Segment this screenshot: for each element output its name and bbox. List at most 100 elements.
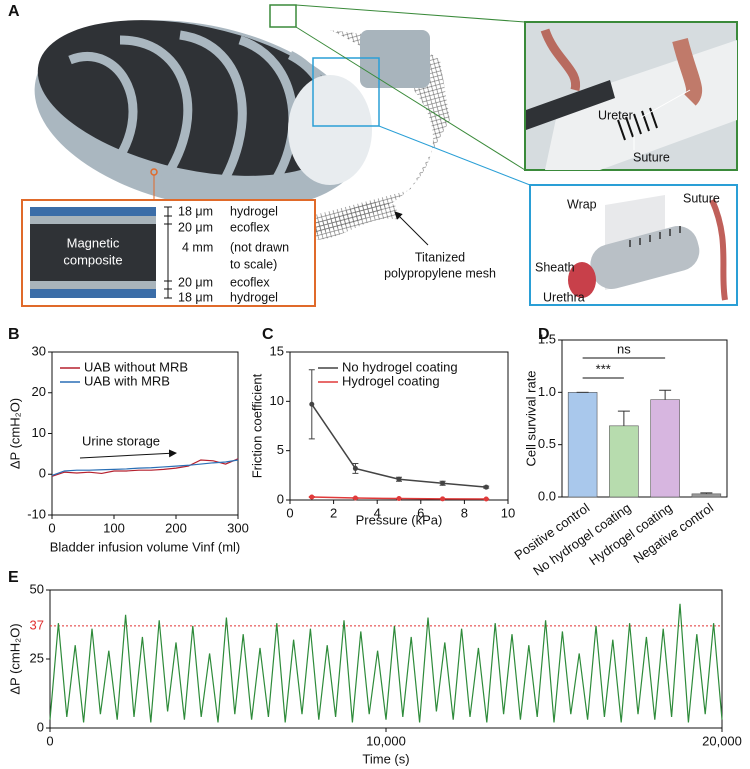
marker <box>396 496 402 502</box>
label: hydrogel <box>230 290 278 304</box>
y-axis-label: ΔP (cmH₂O) <box>7 623 22 694</box>
label: to scale) <box>230 257 277 271</box>
y-tick-label: 50 <box>30 581 44 596</box>
bar <box>691 493 722 498</box>
bar <box>567 392 598 498</box>
label: hydrogel <box>230 204 278 218</box>
x-tick-label: 0 <box>46 733 53 748</box>
label: 20 μm <box>178 275 213 289</box>
bar <box>609 425 639 498</box>
urethra <box>568 262 596 298</box>
marker <box>483 496 489 502</box>
y-tick-label: 10 <box>32 425 46 440</box>
significance-label: ns <box>617 341 631 356</box>
x-tick-label: 300 <box>227 520 249 535</box>
label: 20 μm <box>178 220 213 234</box>
panel-label: D <box>538 326 550 343</box>
zoom-line <box>295 4 526 23</box>
vessel <box>540 28 581 92</box>
y-tick-label: 10 <box>270 393 284 408</box>
zoom-line <box>378 125 531 186</box>
callout <box>394 211 429 246</box>
x-axis-label: Pressure (kPa) <box>356 512 443 527</box>
x-tick-label: 0 <box>48 520 55 535</box>
panel-label: C <box>262 326 274 343</box>
y-tick-label: 0.5 <box>538 436 556 451</box>
layer <box>30 281 156 289</box>
label: polypropylene mesh <box>384 266 496 280</box>
significance-label: *** <box>596 361 611 376</box>
y-tick-label: 0.0 <box>538 488 556 503</box>
y-tick-label: 0 <box>39 466 46 481</box>
label: ecoflex <box>230 220 270 234</box>
label: 18 μm <box>178 290 213 304</box>
x-tick-label: 10 <box>501 505 515 520</box>
y-tick-label: 5 <box>277 442 284 457</box>
marker <box>352 495 358 501</box>
suture <box>629 226 681 247</box>
label: ecoflex <box>230 275 270 289</box>
layer <box>30 289 156 298</box>
y-tick-label: 20 <box>32 384 46 399</box>
marker <box>309 401 315 407</box>
y-tick-label: 0 <box>37 719 44 734</box>
legend-label: No hydrogel coating <box>342 359 458 374</box>
y-tick-label: -10 <box>27 506 46 521</box>
y-tick-label: 15 <box>270 343 284 358</box>
marker <box>440 496 446 502</box>
x-tick-label: 0 <box>286 505 293 520</box>
y-tick-label: 1.0 <box>538 384 556 399</box>
marker <box>352 465 358 471</box>
label: Magnetic <box>67 235 120 250</box>
marker <box>309 494 315 500</box>
y-tick-label: 25 <box>30 650 44 665</box>
annotation: Urine storage <box>82 433 160 448</box>
layer <box>30 224 156 281</box>
data-line <box>311 403 487 488</box>
y-axis-label: Cell survival rate <box>523 370 538 466</box>
y-axis-label: Friction coefficient <box>249 373 264 478</box>
layer <box>30 216 156 224</box>
y-tick-label: 0 <box>277 491 284 506</box>
label: Wrap <box>567 197 597 211</box>
label: (not drawn <box>230 240 289 254</box>
error-bar <box>700 492 713 494</box>
panel-a: A Ureter Suture <box>8 3 738 307</box>
mesh <box>290 202 400 240</box>
neck <box>360 30 430 88</box>
plot-frame <box>561 339 728 498</box>
x-axis-label: Bladder infusion volume Vinf (ml) <box>50 539 241 554</box>
x-axis-label: Time (s) <box>362 751 409 766</box>
data-line <box>51 458 239 477</box>
panel-label: B <box>8 326 20 343</box>
legend-label: Hydrogel coating <box>342 373 440 388</box>
label: Titanized <box>415 250 465 264</box>
label: Suture <box>633 150 670 164</box>
x-tick-label: 200 <box>165 520 187 535</box>
plot-frame <box>49 589 723 729</box>
data-line <box>51 459 239 477</box>
label: Suture <box>683 191 720 205</box>
legend-label: UAB without MRB <box>84 359 188 374</box>
marker <box>396 476 402 482</box>
panel-label: A <box>8 3 20 20</box>
callout <box>639 89 691 119</box>
y-tick-label: 1.5 <box>538 331 556 346</box>
sheath <box>590 226 700 289</box>
x-tick-label: 20,000 <box>702 733 742 748</box>
x-tick-label: 2 <box>330 505 337 520</box>
label: Sheath <box>535 260 575 274</box>
x-tick-label: 100 <box>103 520 125 535</box>
marker <box>440 480 446 486</box>
error-bar <box>659 389 672 400</box>
opening <box>288 75 372 185</box>
bar <box>650 399 680 498</box>
label: Urethra <box>543 290 585 304</box>
y-tick-label: 30 <box>32 343 46 358</box>
x-tick-label: 6 <box>417 505 424 520</box>
ureter <box>672 38 703 106</box>
legend-label: UAB with MRB <box>84 373 170 388</box>
label: 18 μm <box>178 204 213 218</box>
marker <box>483 484 489 490</box>
